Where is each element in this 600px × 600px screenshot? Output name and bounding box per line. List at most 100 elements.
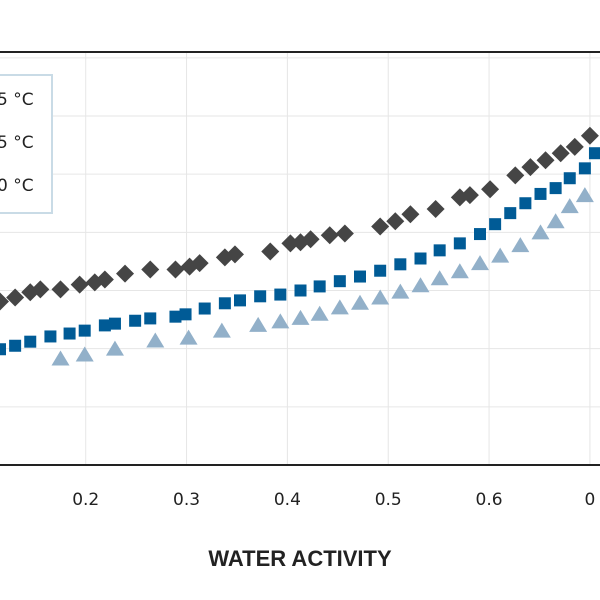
data-point	[481, 180, 500, 199]
data-point	[291, 309, 310, 325]
data-point	[310, 305, 329, 321]
data-point	[166, 260, 185, 279]
data-point	[98, 319, 111, 332]
data-point	[471, 255, 489, 271]
data-point	[511, 237, 530, 253]
data-point	[330, 299, 349, 315]
data-point	[414, 252, 427, 265]
data-point	[551, 144, 570, 163]
data-point	[271, 313, 290, 329]
data-point	[6, 288, 25, 307]
legend-label: 5 °C	[0, 90, 34, 110]
legend	[0, 74, 53, 214]
data-point	[190, 254, 209, 273]
data-point	[460, 186, 479, 205]
data-point	[31, 280, 50, 299]
data-point	[212, 322, 231, 338]
x-tick-label: 0.2	[72, 490, 99, 510]
data-point	[371, 289, 390, 305]
x-tick-label: 0.6	[476, 490, 503, 510]
data-point	[261, 242, 280, 261]
data-point	[9, 339, 22, 352]
data-point	[78, 324, 91, 337]
data-point	[21, 283, 40, 302]
data-point	[116, 264, 135, 283]
data-point	[560, 198, 579, 214]
data-point	[374, 264, 387, 277]
data-point	[453, 237, 466, 250]
data-point	[504, 207, 517, 220]
data-point	[433, 244, 446, 257]
data-point	[75, 346, 94, 362]
data-point	[578, 162, 591, 175]
data-point	[426, 200, 445, 219]
data-point	[391, 283, 410, 299]
data-point	[169, 310, 182, 323]
data-point	[179, 329, 198, 345]
data-point	[108, 317, 121, 330]
data-point	[575, 187, 594, 203]
x-tick-label: 0.4	[274, 490, 301, 510]
data-point	[63, 327, 76, 340]
data-point	[198, 302, 211, 315]
data-point	[351, 294, 369, 310]
data-point	[519, 197, 532, 210]
data-point	[249, 316, 268, 332]
legend-label: 5 °C	[0, 133, 34, 153]
data-point	[534, 187, 547, 200]
data-point	[313, 280, 326, 293]
data-point	[430, 270, 449, 286]
legend-label: 0 °C	[0, 176, 34, 196]
data-point	[335, 224, 354, 243]
data-point	[225, 245, 244, 264]
data-point	[0, 292, 9, 311]
data-point	[146, 332, 165, 348]
x-tick-label: 0.3	[173, 490, 200, 510]
x-tick-label: 0.5	[375, 490, 402, 510]
data-point	[294, 284, 307, 297]
data-point	[144, 312, 157, 325]
data-point	[333, 275, 346, 288]
data-point	[521, 158, 540, 177]
data-point	[141, 260, 160, 279]
data-point	[549, 182, 562, 195]
data-point	[491, 247, 510, 263]
data-point	[546, 213, 565, 229]
x-axis-title: WATER ACTIVITY	[208, 546, 392, 571]
data-point	[320, 226, 339, 245]
data-point	[489, 218, 502, 231]
data-point	[386, 212, 405, 231]
data-point	[506, 166, 525, 185]
data-point	[580, 126, 599, 145]
data-point	[474, 228, 486, 241]
data-point	[450, 263, 469, 279]
data-point	[218, 297, 231, 310]
data-point	[401, 205, 420, 224]
data-point	[44, 330, 57, 343]
data-point	[394, 258, 407, 271]
data-point	[531, 224, 550, 240]
x-tick-label: 0	[585, 490, 596, 510]
data-point	[234, 294, 246, 307]
data-point	[411, 277, 430, 293]
data-point	[254, 290, 267, 303]
data-point	[274, 288, 287, 301]
data-point	[70, 275, 89, 294]
data-point	[588, 147, 600, 160]
data-point	[24, 335, 37, 348]
data-point	[95, 270, 114, 289]
data-point	[0, 343, 6, 356]
data-point	[354, 270, 366, 283]
data-point	[179, 308, 192, 321]
data-point	[51, 280, 70, 299]
data-point	[301, 230, 320, 249]
data-point	[105, 340, 124, 356]
data-point	[51, 350, 70, 366]
data-point	[371, 217, 390, 236]
data-point	[129, 314, 142, 327]
data-point	[563, 172, 576, 185]
data-point	[565, 137, 584, 156]
data-point	[536, 151, 555, 170]
